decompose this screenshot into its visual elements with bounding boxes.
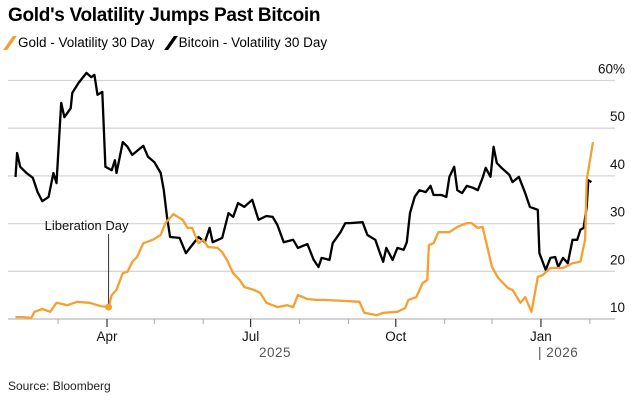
legend-item-gold: Gold - Volatility 30 Day (3, 35, 155, 50)
series-line-bitcoin (14, 71, 593, 272)
x-tick-label: Oct (385, 329, 406, 344)
y-tick-label: 30 (610, 205, 625, 220)
x-tick-label: Apr (96, 329, 118, 344)
x-tick-label: Jan (530, 329, 552, 344)
year-label-2025: 2025 (259, 345, 291, 360)
year-label-2026: | 2026 (538, 345, 578, 360)
y-tick-label: 50 (610, 109, 625, 124)
y-tick-label: 10 (610, 300, 625, 315)
x-tick-label: Jul (242, 329, 259, 344)
y-tick-label: 20 (610, 252, 625, 267)
annotation-marker (105, 303, 113, 311)
legend-label-bitcoin: Bitcoin - Volatility 30 Day (178, 35, 328, 50)
y-tick-label: 40 (610, 157, 625, 172)
legend: Gold - Volatility 30 Day Bitcoin - Volat… (3, 35, 328, 50)
legend-label-gold: Gold - Volatility 30 Day (18, 35, 155, 50)
annotation-label: Liberation Day (45, 218, 129, 233)
y-tick-label: 60% (598, 62, 625, 77)
source-note: Source: Bloomberg (8, 379, 111, 393)
legend-item-bitcoin: Bitcoin - Volatility 30 Day (163, 35, 328, 50)
series-line-gold (15, 141, 595, 320)
chart-title: Gold's Volatility Jumps Past Bitcoin (8, 5, 321, 26)
